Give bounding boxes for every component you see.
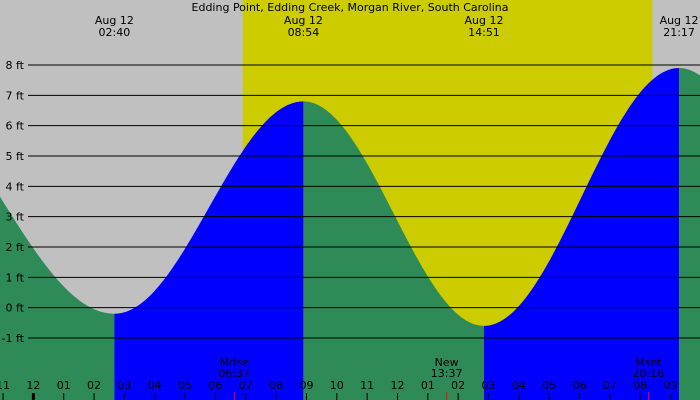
tide-time-label: 21:17 — [663, 26, 695, 39]
falling-tide-segment-0 — [0, 196, 115, 400]
hour-tick-label: 08 — [633, 379, 647, 392]
hour-tick-label: 04 — [148, 379, 162, 392]
falling-tide-segment-2 — [303, 101, 484, 400]
event-name-label: Mset — [635, 356, 662, 369]
hour-tick-label: 03 — [117, 379, 131, 392]
event-name-label: Mrise — [219, 356, 249, 369]
hour-tick-label: 01 — [421, 379, 435, 392]
hour-tick-label: 08 — [269, 379, 283, 392]
tide-time-label: 02:40 — [99, 26, 131, 39]
rising-tide-segment-1 — [114, 101, 304, 400]
y-tick-label: 4 ft — [6, 180, 25, 193]
hour-tick-label: 06 — [573, 379, 587, 392]
hour-tick-label: 12 — [26, 379, 40, 392]
hour-tick-label: 07 — [239, 379, 253, 392]
y-tick-label: 3 ft — [6, 211, 25, 224]
event-name-label: New — [435, 356, 459, 369]
tide-time-label: 14:51 — [468, 26, 500, 39]
y-tick-label: 7 ft — [6, 89, 25, 102]
hour-tick-label: 12 — [390, 379, 404, 392]
tide-time-label: 08:54 — [288, 26, 320, 39]
hour-tick-label: 09 — [299, 379, 313, 392]
y-tick-label: 5 ft — [6, 150, 25, 163]
hour-tick-label: 09 — [664, 379, 678, 392]
hour-tick-label: 05 — [542, 379, 556, 392]
hour-tick-label: 10 — [330, 379, 344, 392]
hour-tick-label: 05 — [178, 379, 192, 392]
hour-tick-label: 04 — [512, 379, 526, 392]
tide-date-label: Aug 12 — [660, 14, 699, 27]
tide-date-label: Aug 12 — [284, 14, 323, 27]
event-time-label: 13:37 — [431, 367, 463, 380]
hour-tick-label: 11 — [0, 379, 10, 392]
event-time-label: 06:37 — [218, 367, 250, 380]
hour-tick-label: 06 — [208, 379, 222, 392]
y-tick-label: 2 ft — [6, 241, 25, 254]
chart-title: Edding Point, Edding Creek, Morgan River… — [192, 1, 509, 14]
y-tick-label: 8 ft — [6, 59, 25, 72]
hour-tick-label: 02 — [87, 379, 101, 392]
y-tick-label: 0 ft — [6, 302, 25, 315]
tide-date-label: Aug 12 — [95, 14, 134, 27]
y-tick-label: 6 ft — [6, 120, 25, 133]
event-time-label: 20:16 — [633, 367, 665, 380]
hour-tick-label: 01 — [57, 379, 71, 392]
hour-tick-label: 03 — [482, 379, 496, 392]
hour-tick-label: 02 — [451, 379, 465, 392]
hour-tick-label: 11 — [360, 379, 374, 392]
rising-tide-segment-3 — [483, 68, 680, 400]
tide-date-label: Aug 12 — [464, 14, 503, 27]
y-tick-label: -1 ft — [2, 332, 25, 345]
hour-tick-label: 07 — [603, 379, 617, 392]
y-tick-label: 1 ft — [6, 271, 25, 284]
falling-tide-segment-4 — [679, 68, 700, 400]
